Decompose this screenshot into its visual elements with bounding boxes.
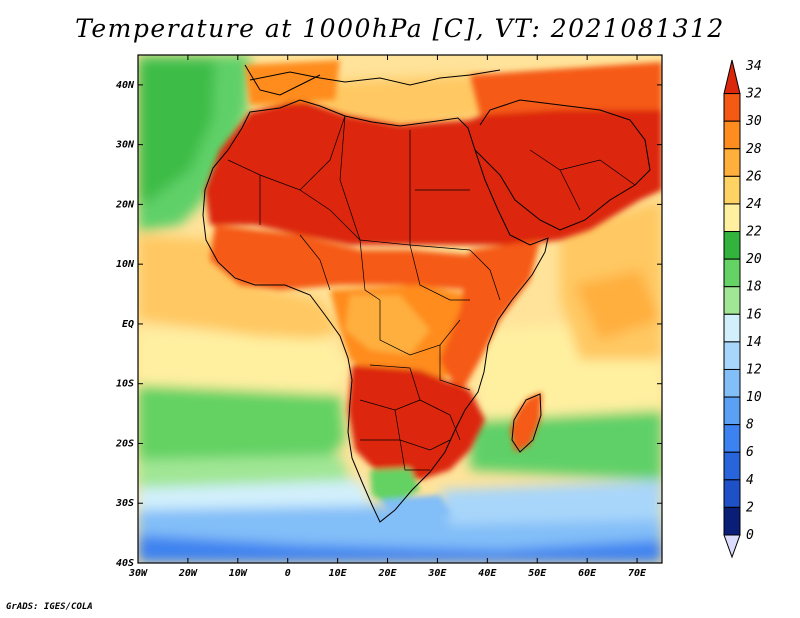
lon-tick-label: 30W <box>128 568 148 579</box>
country-borders <box>227 115 636 471</box>
lat-tick-label: 30N <box>115 140 135 151</box>
colorbar-swatch <box>723 479 741 508</box>
map-title: Temperature at 1000hPa [C], VT: 20210813… <box>75 14 725 43</box>
colorbar-swatch <box>723 148 741 177</box>
arabian-sea-hot-spot <box>575 270 660 340</box>
lon-tick-label: 70E <box>628 568 647 579</box>
latitude-axis: 40N 30N 20N 10N EQ 10S 20S 30S 40S <box>115 80 662 569</box>
lon-tick-label: 10W <box>229 568 248 579</box>
colorbar-swatch <box>723 341 741 370</box>
lon-tick-label: 20E <box>377 568 397 579</box>
colorbar-under-arrow <box>723 534 741 559</box>
madagascar-hot <box>510 392 542 452</box>
colorbar-label: 4 <box>746 473 754 488</box>
colorbar-label: 12 <box>746 362 762 377</box>
south-indian-pale <box>440 480 662 525</box>
colorbar-swatch <box>723 396 741 426</box>
colorbar-label: 26 <box>746 169 762 184</box>
colorbar-swatch <box>723 120 741 150</box>
colorbar-label: 28 <box>746 142 762 157</box>
lat-tick-label: 40N <box>116 80 135 91</box>
colorbar-swatch <box>723 286 741 315</box>
colorbar-swatch <box>723 175 741 205</box>
lon-tick-label: 10E <box>329 568 348 579</box>
colorbar-label: 24 <box>746 197 762 212</box>
lat-tick-label: 30S <box>115 498 134 509</box>
colorbar-swatch <box>723 424 741 453</box>
colorbar-label: 30 <box>745 114 762 129</box>
colorbar-label: 8 <box>746 418 754 433</box>
lat-tick-label: 20N <box>115 199 135 210</box>
lat-tick-label: EQ <box>122 319 134 330</box>
south-atlantic-transition <box>138 330 350 400</box>
longitude-axis: 30W 20W 10W 0 10E 20E 30E 40E 50E 60E 70E <box>128 55 647 579</box>
indian-ocean-green <box>470 410 662 480</box>
africa-coastline <box>202 99 549 523</box>
colorbar-label: 10 <box>746 390 762 405</box>
colorbar-swatch <box>723 451 741 481</box>
lon-tick-label: 40E <box>478 568 497 579</box>
lat-tick-label: 10S <box>116 379 134 390</box>
colorbar-label: 34 <box>745 59 762 74</box>
east-africa-hot <box>440 240 540 395</box>
credit-text: GrADS: IGES/COLA <box>6 602 93 612</box>
colorbar-swatch <box>723 258 741 288</box>
colorbar-label: 14 <box>746 335 762 350</box>
lon-tick-label: 60E <box>578 568 597 579</box>
lat-tick-label: 20S <box>115 438 134 449</box>
levant-hot <box>470 62 662 115</box>
colorbar-label: 22 <box>746 225 762 240</box>
colorbar-label: 0 <box>746 528 754 543</box>
colorbar-swatch <box>723 93 741 122</box>
colorbar-swatch <box>723 506 741 536</box>
lon-tick-label: 0 <box>285 568 291 579</box>
southern-ocean-deep-blue <box>138 535 662 563</box>
coastlines <box>202 64 651 523</box>
colorbar-swatch <box>723 368 741 398</box>
lon-tick-label: 20W <box>178 568 198 579</box>
arabia-coastline <box>474 99 651 231</box>
colorbar-swatch <box>723 231 741 260</box>
madagascar-coastline <box>511 393 542 453</box>
tropical-atlantic-warm <box>138 235 340 345</box>
lat-tick-label: 40S <box>116 558 134 569</box>
south-atlantic-green <box>138 385 345 470</box>
colorbar-over-arrow <box>723 59 741 95</box>
colorbar-label: 6 <box>746 445 754 460</box>
north-atlantic-cool-core <box>138 60 215 205</box>
sahel-transition <box>210 225 530 300</box>
colorbar-label: 32 <box>745 87 762 102</box>
iberia-coast <box>244 64 321 96</box>
colorbar-swatch <box>723 203 741 233</box>
temperature-field <box>138 55 662 563</box>
map-frame <box>137 54 663 564</box>
south-coast-blue <box>380 495 450 525</box>
iberia-north-africa <box>245 60 340 105</box>
colorbar-swatch <box>723 313 741 343</box>
lon-tick-label: 50E <box>528 568 547 579</box>
lon-tick-label: 30E <box>427 568 447 579</box>
colorbar-label: 2 <box>746 500 754 515</box>
colorbar-label: 16 <box>746 307 762 322</box>
southern-africa-hot <box>348 365 485 480</box>
sahara-hot-region <box>205 85 662 245</box>
colorbar-label: 18 <box>746 280 762 295</box>
lat-tick-label: 10N <box>116 259 135 270</box>
mediterranean-north-coast <box>249 69 501 86</box>
colorbar-label: 20 <box>746 252 762 267</box>
central-africa-cooler <box>345 295 430 355</box>
